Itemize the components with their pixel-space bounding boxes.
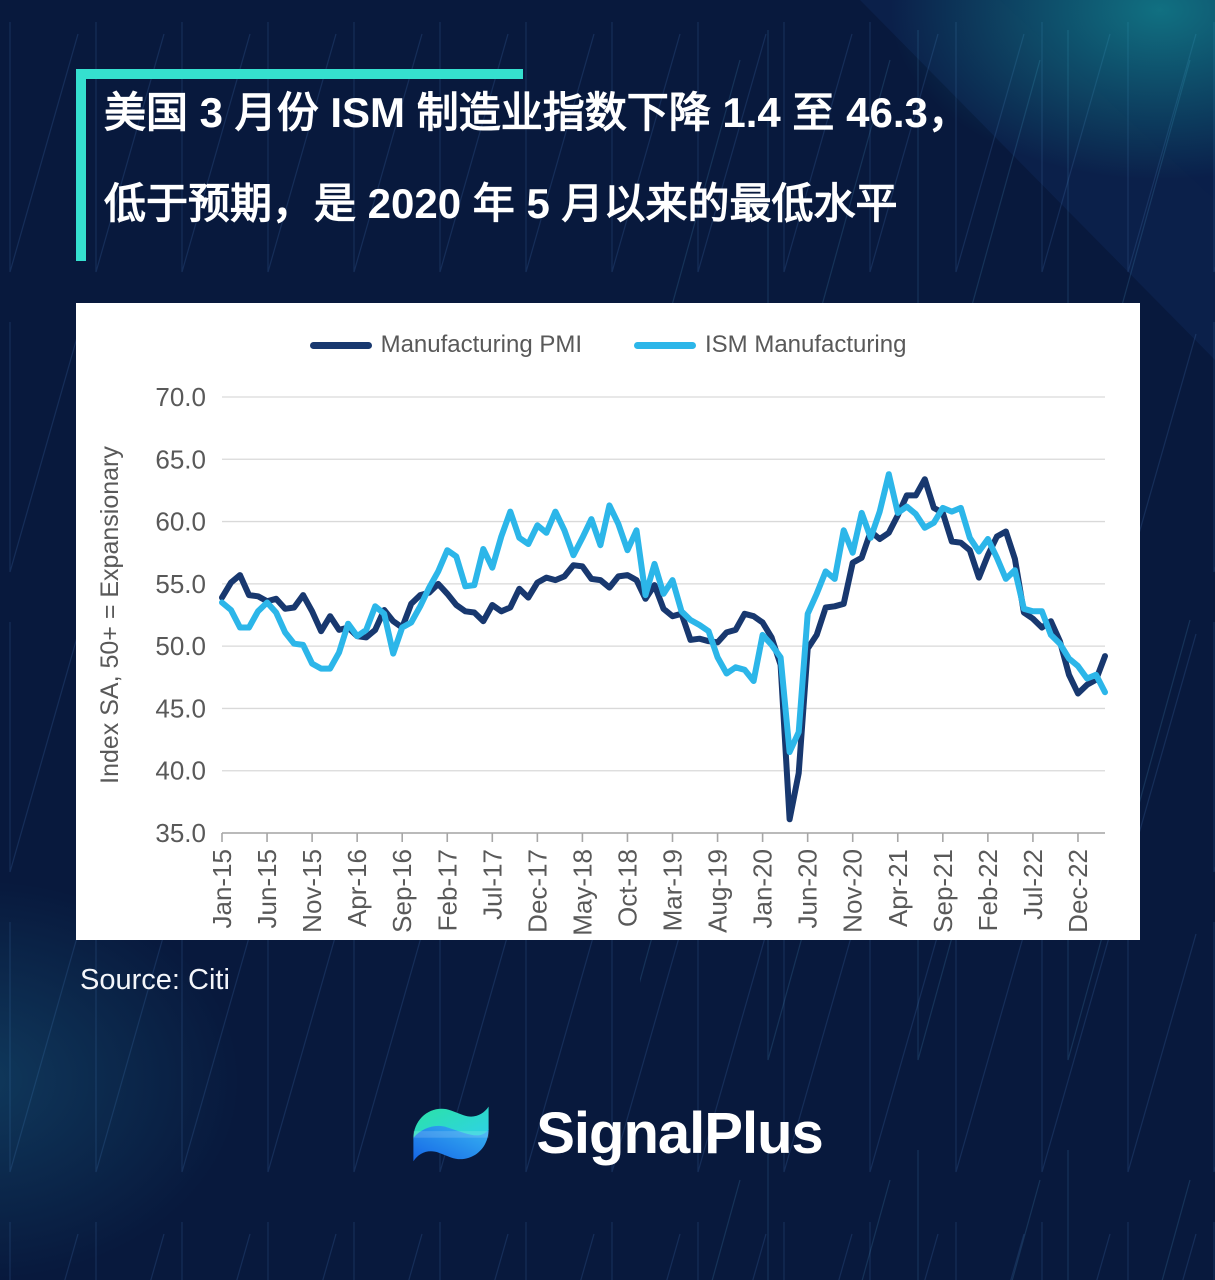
brand-footer: SignalPlus — [0, 1086, 1215, 1180]
svg-text:Mar-19: Mar-19 — [658, 849, 688, 931]
legend-label-ism-manufacturing: ISM Manufacturing — [705, 331, 907, 358]
svg-text:40.0: 40.0 — [155, 756, 206, 786]
chart-panel: Manufacturing PMI ISM Manufacturing 35.0… — [76, 303, 1140, 940]
chart-legend: Manufacturing PMI ISM Manufacturing — [76, 331, 1140, 359]
svg-text:Feb-17: Feb-17 — [432, 849, 462, 931]
svg-text:50.0: 50.0 — [155, 631, 206, 661]
legend-item-ism-manufacturing: ISM Manufacturing — [634, 331, 906, 359]
svg-text:Sep-21: Sep-21 — [928, 849, 958, 933]
svg-text:Jan-15: Jan-15 — [207, 849, 237, 929]
svg-text:Jul-22: Jul-22 — [1018, 849, 1048, 920]
signalplus-logo-icon — [413, 1106, 489, 1162]
svg-text:Jun-20: Jun-20 — [793, 849, 823, 929]
svg-text:Dec-17: Dec-17 — [522, 849, 552, 933]
svg-text:Dec-22: Dec-22 — [1063, 849, 1093, 933]
svg-text:Sep-16: Sep-16 — [387, 849, 417, 933]
svg-text:Apr-16: Apr-16 — [342, 849, 372, 927]
svg-text:70.0: 70.0 — [155, 382, 206, 412]
headline-accent-left-bar — [76, 69, 86, 261]
svg-text:Jun-15: Jun-15 — [252, 849, 282, 929]
source-note: Source: Citi — [80, 964, 230, 996]
page-title-line2: 低于预期，是 2020 年 5 月以来的最低水平 — [104, 180, 898, 227]
headline-accent-top-bar — [76, 69, 523, 79]
svg-text:Jan-20: Jan-20 — [748, 849, 778, 929]
legend-item-manufacturing-pmi: Manufacturing PMI — [309, 331, 582, 359]
svg-text:Apr-21: Apr-21 — [883, 849, 913, 927]
svg-text:Oct-18: Oct-18 — [612, 849, 642, 927]
page-title-line1: 美国 3 月份 ISM 制造业指数下降 1.4 至 46.3， — [104, 89, 970, 136]
manufacturing-pmi-line-swatch — [309, 341, 372, 349]
pmi-ism-line-chart: 35.0 40.0 45.0 50.0 55.0 60.0 65.0 70.0 Jan-15 Ju… — [96, 382, 1108, 936]
svg-text:55.0: 55.0 — [155, 569, 206, 599]
svg-text:Nov-20: Nov-20 — [838, 849, 868, 933]
page-title: 美国 3 月份 ISM 制造业指数下降 1.4 至 46.3， 低于预期，是 2… — [104, 92, 1164, 225]
svg-text:May-18: May-18 — [567, 849, 597, 936]
svg-text:45.0: 45.0 — [155, 693, 206, 723]
svg-text:60.0: 60.0 — [155, 507, 206, 537]
svg-text:Index SA, 50+ = Expansionary: Index SA, 50+ = Expansionary — [96, 446, 124, 784]
svg-text:35.0: 35.0 — [155, 818, 206, 848]
svg-text:Feb-22: Feb-22 — [973, 849, 1003, 931]
brand-name: SignalPlus — [536, 1100, 824, 1166]
svg-text:65.0: 65.0 — [155, 444, 206, 474]
svg-text:Nov-15: Nov-15 — [297, 849, 327, 933]
svg-text:Aug-19: Aug-19 — [703, 849, 733, 933]
legend-label-manufacturing-pmi: Manufacturing PMI — [380, 331, 582, 358]
svg-text:Jul-17: Jul-17 — [477, 849, 507, 920]
ism-manufacturing-line-swatch — [634, 341, 696, 349]
